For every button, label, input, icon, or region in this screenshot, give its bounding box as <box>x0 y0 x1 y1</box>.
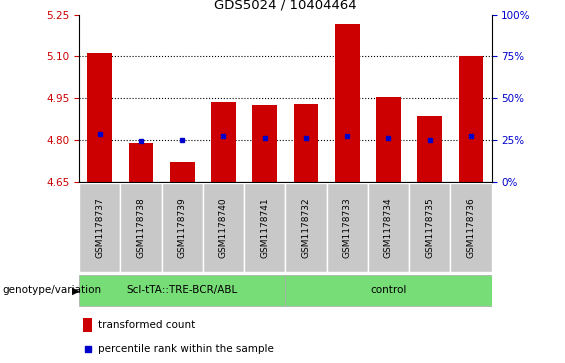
Text: GSM1178734: GSM1178734 <box>384 197 393 258</box>
Text: ▶: ▶ <box>72 285 80 295</box>
Bar <box>162 183 203 272</box>
Bar <box>285 275 492 306</box>
Text: percentile rank within the sample: percentile rank within the sample <box>98 344 273 354</box>
Bar <box>459 56 483 182</box>
Bar <box>253 105 277 182</box>
Bar <box>244 183 285 272</box>
Bar <box>376 97 401 182</box>
Bar <box>79 183 120 272</box>
Bar <box>129 143 153 182</box>
Bar <box>120 183 162 272</box>
Text: GSM1178740: GSM1178740 <box>219 197 228 258</box>
Text: GSM1178736: GSM1178736 <box>467 197 475 258</box>
Text: transformed count: transformed count <box>98 320 195 330</box>
Text: GSM1178739: GSM1178739 <box>178 197 186 258</box>
Bar <box>285 183 327 272</box>
Text: GSM1178741: GSM1178741 <box>260 197 269 258</box>
Bar <box>418 116 442 182</box>
Text: Scl-tTA::TRE-BCR/ABL: Scl-tTA::TRE-BCR/ABL <box>127 285 238 295</box>
Bar <box>450 183 492 272</box>
Bar <box>327 183 368 272</box>
Bar <box>88 53 112 181</box>
Text: GSM1178732: GSM1178732 <box>302 197 310 258</box>
Title: GDS5024 / 10404464: GDS5024 / 10404464 <box>214 0 357 12</box>
Bar <box>409 183 450 272</box>
Text: control: control <box>370 285 407 295</box>
Bar <box>294 103 318 182</box>
Bar <box>83 318 92 332</box>
Bar <box>170 162 194 182</box>
Text: GSM1178737: GSM1178737 <box>95 197 104 258</box>
Bar <box>211 102 236 182</box>
Text: genotype/variation: genotype/variation <box>3 285 102 295</box>
Bar <box>203 183 244 272</box>
Text: GSM1178735: GSM1178735 <box>425 197 434 258</box>
Text: GSM1178738: GSM1178738 <box>137 197 145 258</box>
Bar <box>79 275 285 306</box>
Bar <box>335 24 359 182</box>
Bar <box>368 183 409 272</box>
Text: GSM1178733: GSM1178733 <box>343 197 351 258</box>
